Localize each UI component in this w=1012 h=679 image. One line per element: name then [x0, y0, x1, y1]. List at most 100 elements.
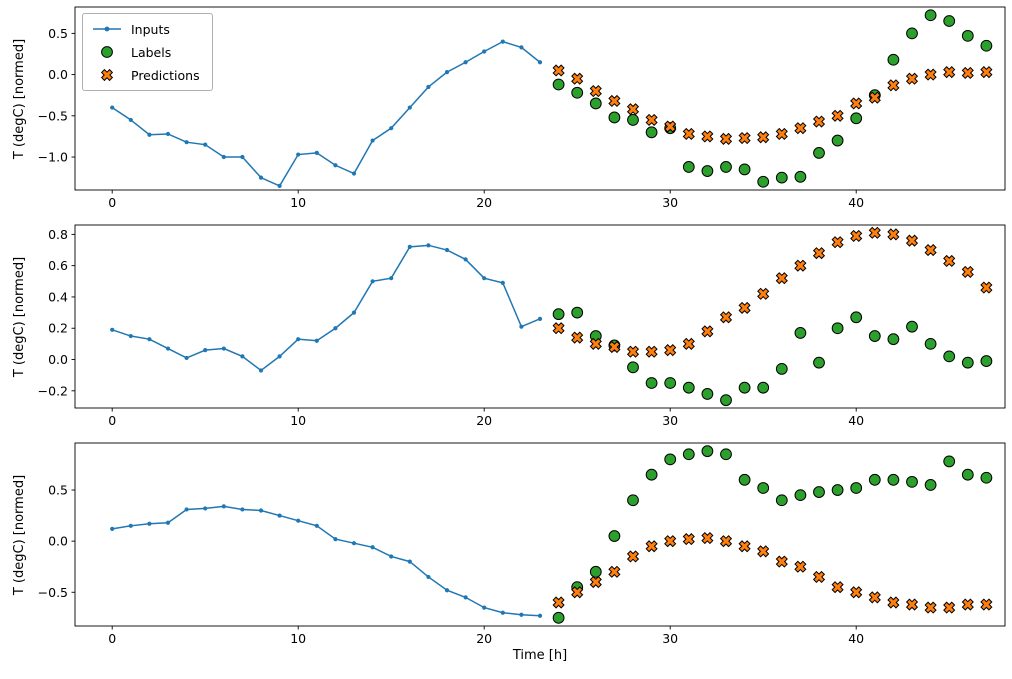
prediction-marker — [701, 325, 714, 338]
label-marker — [757, 175, 770, 188]
label-marker — [961, 29, 974, 42]
input-point — [128, 333, 133, 339]
input-point — [258, 175, 264, 180]
prediction-marker — [552, 322, 565, 335]
input-point — [184, 355, 189, 361]
label-marker — [720, 394, 732, 407]
y-tick-label: 0.2 — [48, 321, 68, 336]
prediction-marker — [961, 66, 974, 80]
series-inputs — [110, 504, 543, 618]
input-point — [482, 276, 487, 281]
prediction-marker — [645, 540, 658, 553]
label-marker — [664, 377, 677, 389]
input-point — [240, 507, 245, 512]
input-point — [333, 163, 338, 168]
label-marker — [552, 78, 565, 91]
input-point — [444, 588, 450, 593]
input-point — [463, 595, 468, 600]
prediction-marker — [980, 281, 993, 294]
input-point — [128, 117, 133, 123]
inputs-line-symbol — [93, 26, 121, 32]
prediction-marker — [961, 598, 974, 611]
label-marker — [887, 333, 900, 346]
input-point — [537, 613, 543, 618]
label-marker — [980, 39, 993, 52]
input-point — [500, 610, 505, 615]
label-marker — [794, 489, 807, 502]
prediction-marker — [738, 131, 751, 145]
y-axis-label-top: T (degC) [normed] — [12, 38, 27, 160]
input-point — [370, 545, 375, 550]
input-point — [221, 154, 226, 160]
prediction-marker — [645, 113, 658, 127]
label-marker — [627, 494, 639, 507]
input-point — [426, 574, 431, 580]
label-marker — [794, 170, 807, 183]
input-point — [351, 541, 357, 546]
prediction-marker — [719, 132, 733, 145]
input-point — [147, 337, 152, 342]
prediction-marker — [794, 560, 807, 573]
prediction-marker — [738, 540, 751, 553]
prediction-marker — [664, 120, 677, 133]
label-marker — [813, 356, 825, 369]
prediction-marker — [589, 575, 602, 589]
label-marker — [571, 86, 584, 99]
input-point — [519, 45, 524, 50]
axes-frame — [74, 442, 1006, 627]
input-point — [463, 257, 468, 262]
input-point — [128, 523, 133, 528]
input-point — [277, 513, 282, 518]
axes-frame — [74, 6, 1006, 191]
x-tick-label: 20 — [476, 413, 492, 428]
label-marker — [571, 306, 584, 319]
input-point — [444, 247, 450, 253]
input-point — [240, 154, 245, 160]
prediction-marker — [571, 331, 584, 344]
label-marker — [813, 486, 825, 498]
input-point — [389, 276, 394, 281]
x-tick-label: 10 — [290, 631, 306, 646]
prediction-marker — [552, 64, 565, 77]
prediction-marker — [905, 598, 919, 611]
prediction-marker — [924, 601, 937, 614]
legend-label-predictions: Predictions — [131, 67, 200, 83]
label-marker — [943, 15, 956, 27]
input-point — [296, 518, 301, 523]
plot-area-bottom: 0 10 20 30 40 0.5 0.0 −0.5 — [38, 442, 1006, 646]
labels-circle-symbol — [101, 46, 113, 58]
prediction-marker — [850, 229, 863, 243]
input-point — [296, 337, 301, 342]
input-point — [389, 554, 394, 559]
label-marker — [924, 479, 937, 491]
label-marker — [627, 361, 639, 374]
label-marker — [868, 330, 881, 342]
prediction-marker — [608, 565, 621, 578]
input-point — [110, 526, 115, 531]
label-marker — [906, 320, 918, 333]
prediction-marker — [794, 122, 807, 135]
input-point — [221, 346, 226, 351]
prediction-marker — [831, 236, 844, 249]
input-point — [537, 60, 543, 65]
axes-frame — [74, 224, 1006, 409]
label-marker — [645, 126, 658, 139]
label-marker — [961, 356, 974, 369]
input-point — [203, 142, 208, 147]
plot-area-top: 0 10 20 30 40 0.5 0.0 −0.5 −1.0 — [38, 6, 1006, 210]
x-axis-label: Time [h] — [512, 648, 568, 663]
y-tick-label: 0.0 — [48, 352, 68, 367]
input-point — [407, 105, 412, 110]
label-marker — [943, 455, 956, 468]
prediction-marker — [552, 596, 565, 609]
input-point — [296, 152, 301, 157]
legend-item-inputs: Inputs — [91, 21, 200, 37]
input-point — [500, 39, 505, 44]
label-marker — [775, 494, 788, 507]
input-point — [351, 171, 357, 176]
prediction-marker — [943, 601, 956, 614]
prediction-marker — [868, 226, 881, 239]
x-tick-label: 30 — [662, 631, 678, 646]
series-predictions — [552, 531, 993, 614]
prediction-marker — [589, 337, 602, 350]
